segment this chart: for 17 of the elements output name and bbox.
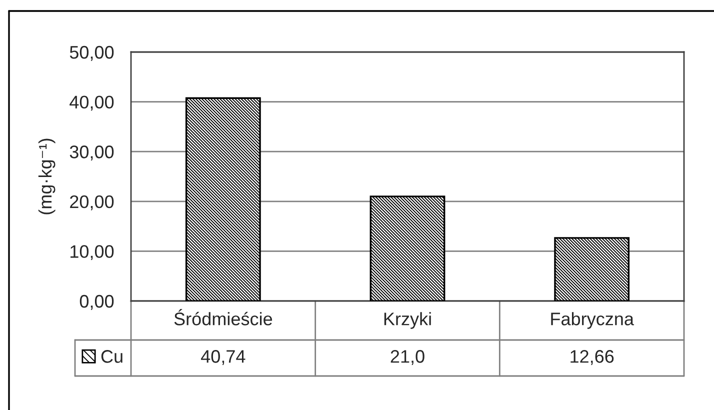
bar [554,237,630,301]
data-label: 40,74 [200,350,246,365]
y-tick-label: 30,00 [70,146,114,160]
x-tick-label: Śródmieście [174,308,272,326]
data-label: 12,66 [570,350,614,365]
bar [185,97,261,301]
y-tick-label: 40,00 [70,96,114,111]
y-tick-label: 50,00 [70,46,114,61]
y-tick-label: 0,00 [80,294,114,310]
bar [370,196,446,301]
x-tick-label: Fabryczna [551,312,634,329]
x-tick-label: Krzyki [384,312,431,329]
y-tick-label: 20,00 [70,195,114,210]
data-label: 21,0 [390,350,424,365]
y-tick-label: 10,00 [70,245,114,260]
y-axis-title: (mg·kg⁻¹) [38,138,56,214]
text: Cu [101,350,122,363]
